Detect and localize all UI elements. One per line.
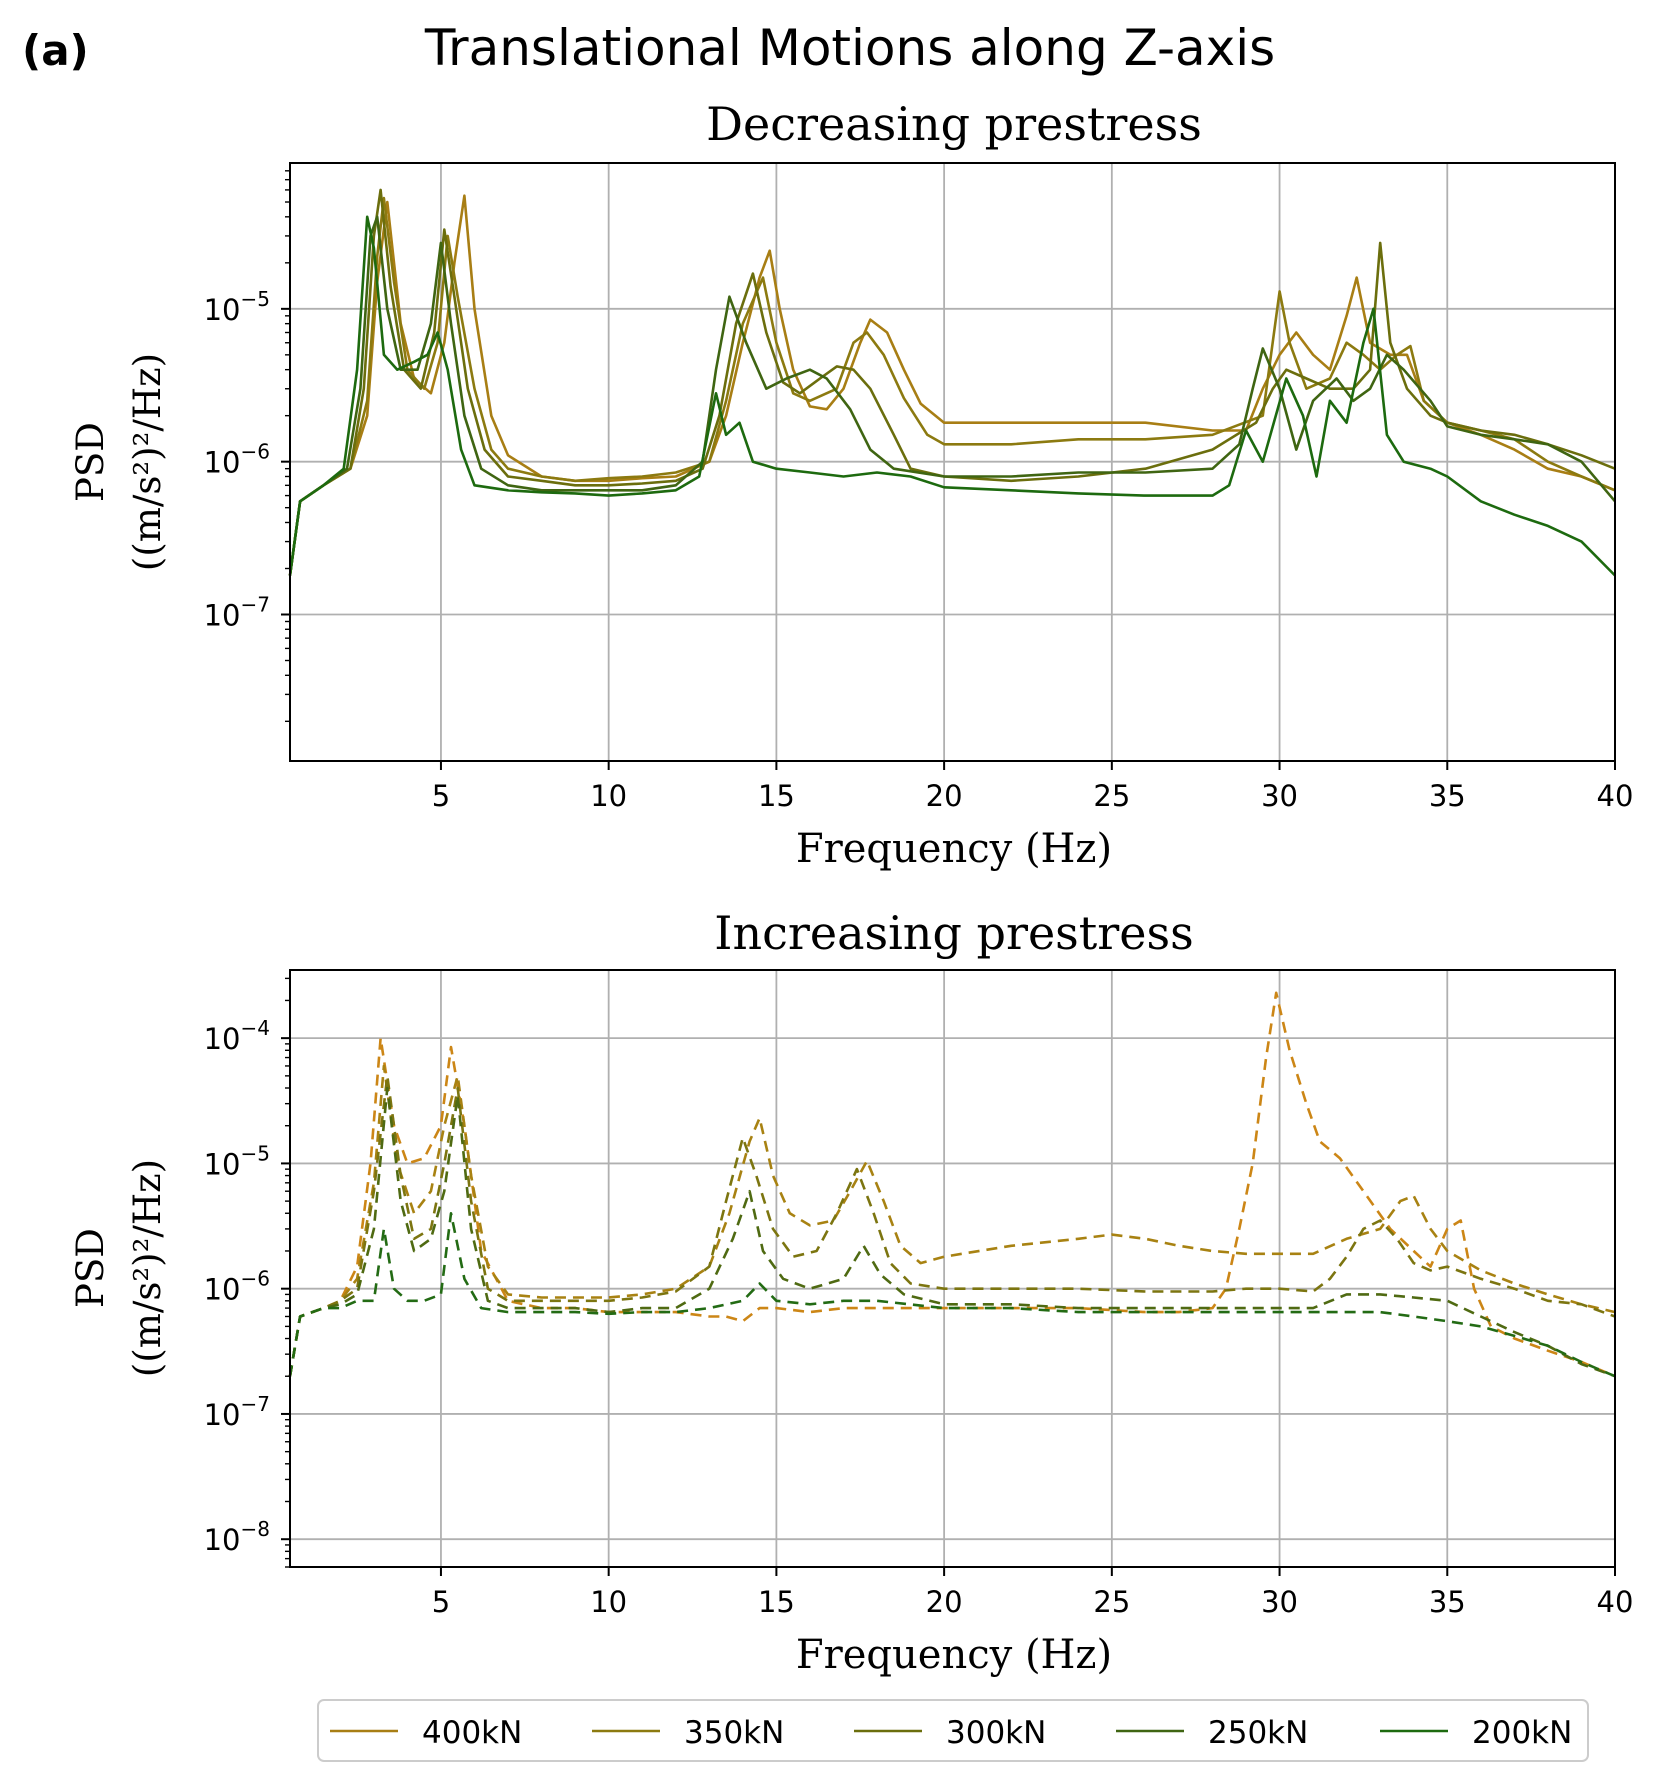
series-line-400kN [288,991,1616,1378]
x-tick-label: 35 [1429,779,1466,813]
x-tick-label: 10 [590,779,627,813]
gridlines [290,163,1616,761]
series-line-200kN [288,1212,1616,1378]
legend-label: 200kN [1472,1715,1572,1751]
chart-decreasing-prestress: Decreasing prestress 5 10 15 20 25 30 35 40 10−7… [69,97,1633,872]
y-axis-label-line1: PSD [69,1228,112,1308]
y-tick-label: 10−8 [204,1517,270,1557]
y-axis-label-line2: ((m/s²)²/Hz) [126,353,169,571]
series-line-400kN [288,194,1616,576]
x-tick-label: 20 [926,779,963,813]
y-axis-label-line2: ((m/s²)²/Hz) [126,1159,169,1377]
x-tick-label: 15 [758,779,795,813]
x-tick-label: 40 [1597,1585,1634,1619]
plot-frame [289,969,1616,1568]
x-tick-label: 30 [1261,1585,1298,1619]
legend-label: 250kN [1208,1715,1308,1751]
x-tick-label: 25 [1093,779,1130,813]
legend-label: 350kN [684,1715,784,1751]
legend-item-350kN: 350kN [592,1715,784,1751]
series-lines [288,991,1616,1378]
gridlines [290,970,1616,1567]
x-tick-label: 15 [758,1585,795,1619]
figure-title: Translational Motions along Z-axis [424,19,1275,77]
chart-title-decreasing: Decreasing prestress [706,97,1202,151]
series-line-250kN [288,1086,1616,1378]
legend-item-200kN: 200kN [1380,1715,1572,1751]
x-axis-label: Frequency (Hz) [796,826,1112,872]
y-tick-label: 10−7 [204,1392,270,1432]
series-line-300kN [288,188,1616,576]
x-axis-label: Frequency (Hz) [796,1632,1112,1678]
x-tick-label: 10 [590,1585,627,1619]
legend-label: 300kN [946,1715,1046,1751]
series-line-300kN [288,1074,1616,1377]
chart-increasing-prestress: Increasing prestress 5 10 15 20 25 30 35 40 10−8… [69,906,1633,1678]
y-tick-label: 10−5 [204,287,270,327]
x-tick-label: 25 [1093,1585,1130,1619]
series-lines [288,188,1616,577]
legend-item-250kN: 250kN [1116,1715,1308,1751]
axis-ticks: 5 10 15 20 25 30 35 40 10−8 10−7 10−6 10−5 10−4 [204,977,1634,1619]
legend-item-400kN: 400kN [330,1715,522,1751]
x-tick-label: 35 [1429,1585,1466,1619]
panel-label: (a) [22,26,89,75]
y-tick-label: 10−4 [204,1016,270,1056]
x-tick-label: 5 [432,1585,450,1619]
series-line-200kN [288,215,1616,577]
y-tick-label: 10−6 [204,1267,270,1307]
series-line-350kN [288,1064,1616,1377]
y-tick-label: 10−7 [204,592,270,632]
legend-frame [317,1699,1589,1762]
y-tick-label: 10−5 [204,1141,270,1181]
x-tick-label: 30 [1261,779,1298,813]
series-line-350kN [288,196,1616,576]
legend-label: 400kN [422,1715,522,1751]
axis-ticks: 5 10 15 20 25 30 35 40 10−7 10−6 10−5 [204,170,1634,813]
y-axis-label-line1: PSD [69,422,112,502]
legend-item-300kN: 300kN [854,1715,1046,1751]
series-line-250kN [288,215,1616,576]
x-tick-label: 5 [432,779,450,813]
x-tick-label: 40 [1597,779,1634,813]
y-tick-label: 10−6 [204,440,270,480]
x-tick-label: 20 [926,1585,963,1619]
legend: 400kN 350kN 300kN 250kN 200kN [317,1699,1589,1762]
chart-title-increasing: Increasing prestress [714,906,1193,960]
